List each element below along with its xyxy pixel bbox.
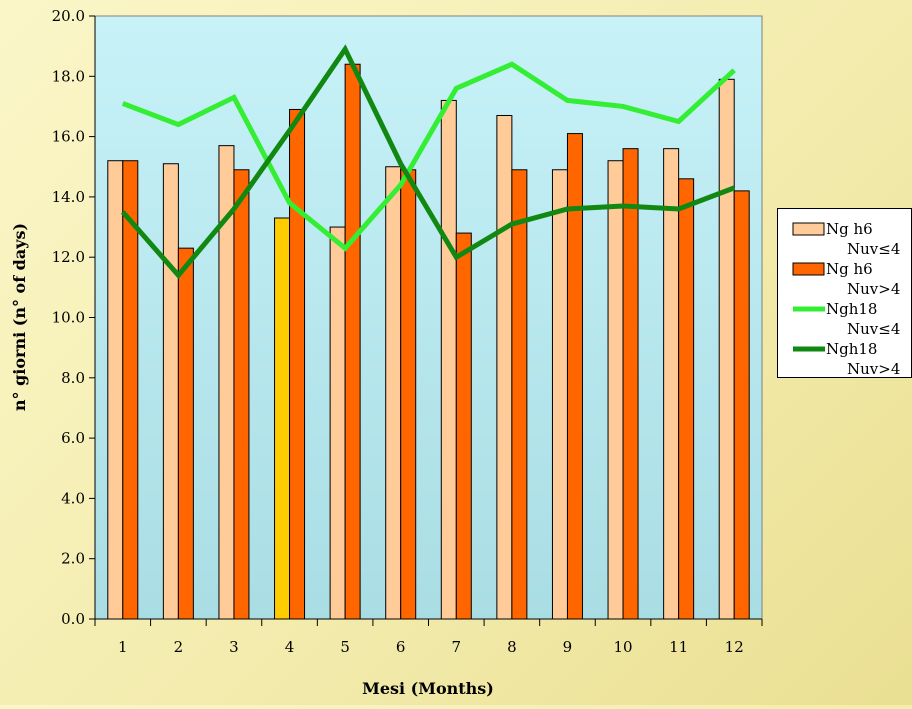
bar-series2-month-12	[733, 190, 750, 620]
x-tick-label: 6	[396, 638, 406, 656]
bar-series1-month-6	[385, 166, 402, 620]
line-series-1	[121, 61, 736, 252]
x-tick-label: 10	[613, 638, 632, 656]
y-tick-label: 14.0	[52, 188, 85, 206]
bar-series1-month-7	[440, 99, 457, 620]
bar-series2-month-10	[622, 148, 639, 620]
x-tick-label: 7	[452, 638, 462, 656]
x-axis-title: Mesi (Months)	[362, 679, 494, 698]
bar-series2-month-6	[400, 169, 417, 620]
legend-svg: Ng h6 Nuv≤4 Ng h6 Nuv>4 Ngh18 Nuv≤4 Ngh18 Nuv>4	[792, 220, 900, 378]
y-tick-label: 2.0	[61, 550, 85, 568]
x-tick-label: 1	[118, 638, 128, 656]
bar-series2-month-5	[344, 63, 361, 620]
bar-series1-month-10	[607, 160, 624, 620]
y-tick-label: 18.0	[52, 67, 85, 85]
legend-label-4-line1: Ngh18	[826, 340, 877, 358]
bar-series2-month-8	[511, 169, 528, 620]
legend-label-4-line2: Nuv>4	[847, 360, 900, 378]
line-series-2	[120, 44, 736, 280]
bar-series2-month-3	[233, 169, 250, 620]
x-tick-label: 12	[725, 638, 744, 656]
legend-label-3-line2: Nuv≤4	[847, 320, 900, 338]
plot-area	[94, 15, 763, 620]
y-axis-title: n° giorni (n° of days)	[10, 223, 29, 411]
y-tick-label: 20.0	[52, 7, 85, 25]
bar-series1-month-5	[329, 226, 346, 620]
legend-label-1-line2: Nuv≤4	[847, 240, 900, 258]
y-tick-label: 10.0	[52, 309, 85, 327]
y-tick-label: 4.0	[61, 489, 85, 507]
bar-series1-month-9	[551, 169, 568, 620]
bar-series1-month-2	[162, 163, 179, 620]
lines-layer	[120, 44, 736, 280]
legend-swatch-2	[792, 262, 825, 276]
legend-label-2-line2: Nuv>4	[847, 280, 900, 298]
axes-layer: 0.0 2.0 4.0 6.0 8.0 10.0 12.0 14.0 16.0 18.0 20.0 1…	[52, 7, 763, 656]
x-tick-label: 5	[340, 638, 350, 656]
x-tick-label: 2	[174, 638, 184, 656]
y-tick-label: 12.0	[52, 248, 85, 266]
bar-series1-month-11	[663, 148, 680, 620]
x-tick-label: 4	[285, 638, 295, 656]
y-tick-label: 0.0	[61, 610, 85, 628]
bar-series2-month-7	[455, 232, 472, 620]
bar-series1-month-1	[107, 160, 124, 620]
legend: Ng h6 Nuv≤4 Ng h6 Nuv>4 Ngh18 Nuv≤4 Ngh18 Nuv>4	[777, 208, 912, 378]
x-tick-label: 3	[229, 638, 239, 656]
x-tick-label: 9	[563, 638, 573, 656]
bar-series1-month-8	[496, 114, 513, 620]
bar-series2-month-11	[678, 178, 695, 620]
bar-series1-month-12	[718, 78, 735, 620]
legend-label-1-line1: Ng h6	[826, 220, 873, 238]
legend-swatch-1	[792, 222, 825, 236]
bar-series2-month-4	[289, 108, 306, 620]
bar-series2-month-2	[177, 247, 194, 620]
bars-layer	[107, 63, 750, 620]
bar-series1-month-4	[274, 217, 291, 620]
y-tick-label: 8.0	[61, 369, 85, 387]
x-tick-label: 8	[507, 638, 517, 656]
y-tick-label: 6.0	[61, 429, 85, 447]
x-tick-label: 11	[669, 638, 688, 656]
y-tick-label: 16.0	[52, 128, 85, 146]
legend-label-3-line1: Ngh18	[826, 300, 877, 318]
legend-label-2-line1: Ng h6	[826, 260, 873, 278]
